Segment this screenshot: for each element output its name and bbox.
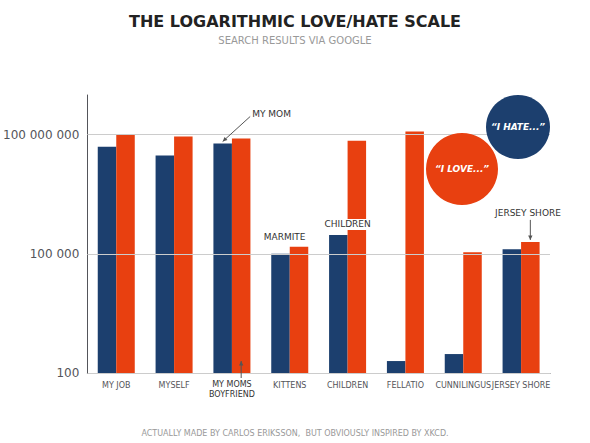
svg-text:CHILDREN: CHILDREN bbox=[327, 381, 368, 390]
svg-text:100 000: 100 000 bbox=[30, 247, 80, 261]
svg-text:“I HATE...”: “I HATE...” bbox=[491, 122, 545, 132]
svg-text:ACTUALLY MADE BY CARLOS ERIKSS: ACTUALLY MADE BY CARLOS ERIKSSON, BUT OB… bbox=[141, 429, 448, 438]
svg-text:CUNNILINGUS: CUNNILINGUS bbox=[435, 381, 491, 390]
svg-text:JERSEY SHORE: JERSEY SHORE bbox=[494, 208, 561, 218]
svg-text:JERSEY SHORE: JERSEY SHORE bbox=[491, 381, 551, 390]
svg-text:KITTENS: KITTENS bbox=[273, 381, 306, 390]
svg-text:MY JOB: MY JOB bbox=[102, 381, 130, 390]
svg-text:MARMITE: MARMITE bbox=[264, 232, 306, 242]
svg-text:100: 100 bbox=[56, 366, 79, 380]
svg-text:100 000 000: 100 000 000 bbox=[3, 128, 79, 142]
svg-text:BOYFRIEND: BOYFRIEND bbox=[209, 390, 255, 399]
svg-text:MY MOMS: MY MOMS bbox=[212, 380, 252, 389]
svg-text:CHILDREN: CHILDREN bbox=[324, 219, 370, 229]
svg-text:FELLATIO: FELLATIO bbox=[387, 381, 424, 390]
svg-text:THE LOGARITHMIC LOVE/HATE SCAL: THE LOGARITHMIC LOVE/HATE SCALE bbox=[129, 12, 461, 31]
svg-text:MYSELF: MYSELF bbox=[159, 381, 190, 390]
svg-text:MY MOM: MY MOM bbox=[252, 109, 291, 119]
svg-text:“I LOVE...”: “I LOVE...” bbox=[435, 164, 489, 174]
svg-text:SEARCH RESULTS VIA GOOGLE: SEARCH RESULTS VIA GOOGLE bbox=[218, 35, 371, 46]
